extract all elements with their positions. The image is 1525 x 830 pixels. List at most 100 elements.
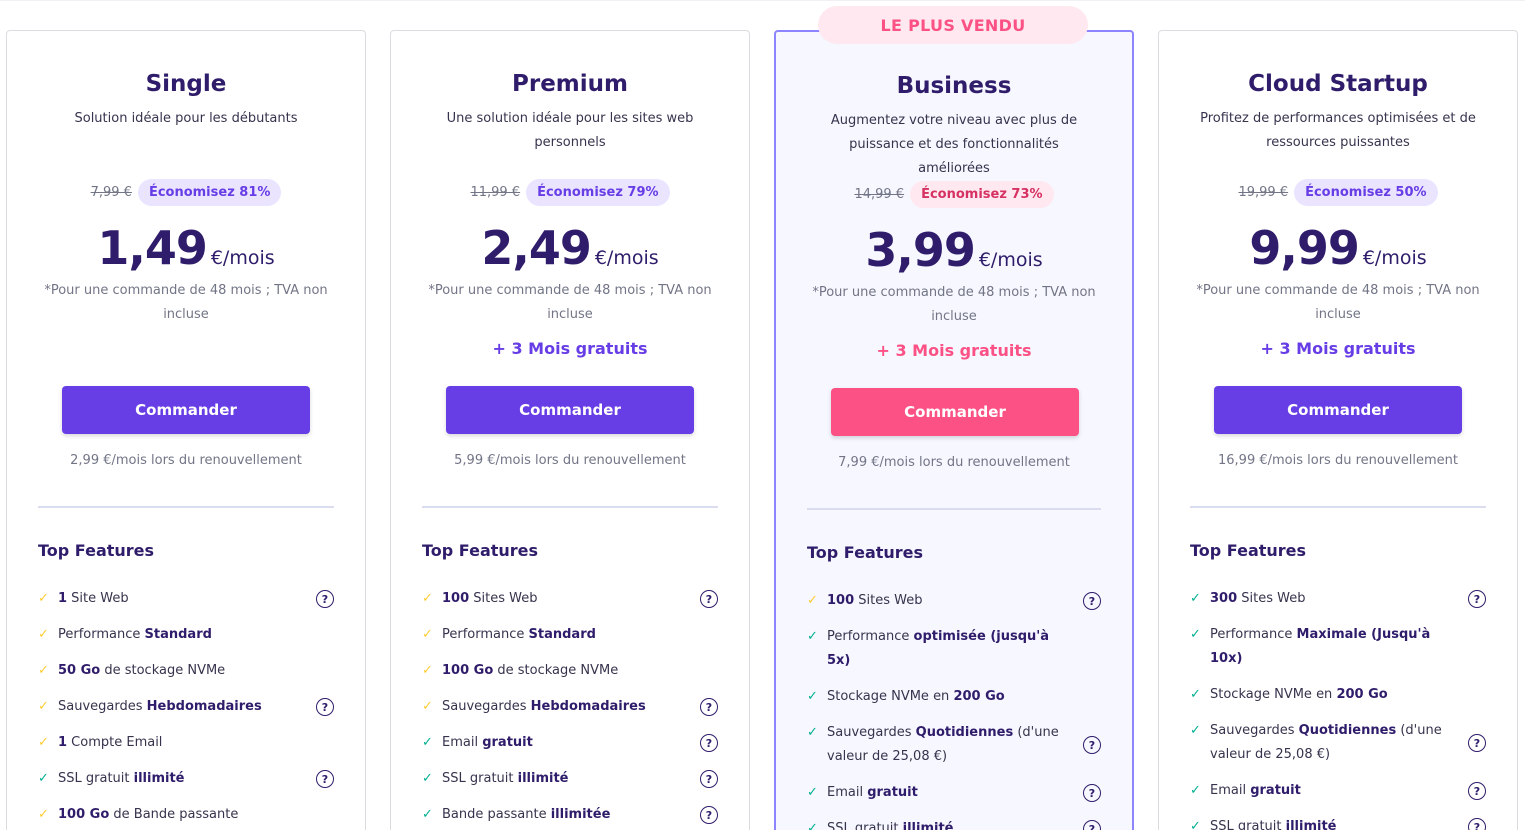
price-unit: €/mois — [978, 249, 1043, 271]
check-icon: ✓ — [1190, 627, 1201, 642]
feature-label: de stockage NVMe — [493, 663, 619, 678]
feature-text: Email gratuit — [442, 731, 533, 755]
feature-text: Email gratuit — [827, 781, 918, 805]
check-icon: ✓ — [1190, 783, 1201, 798]
plan-description: Augmentez votre niveau avec plus de puis… — [830, 113, 1078, 176]
feature-item: ✓ Sauvegardes Hebdomadaires? — [38, 695, 334, 719]
price-unit: €/mois — [594, 247, 659, 269]
feature-text: 1 Compte Email — [58, 731, 162, 755]
help-icon[interactable]: ? — [1083, 736, 1101, 754]
plan-title: Cloud Startup — [1248, 71, 1428, 97]
savings-badge: Économisez 73% — [910, 181, 1054, 208]
help-icon[interactable]: ? — [1083, 820, 1101, 830]
feature-highlight: gratuit — [867, 785, 918, 800]
help-icon[interactable]: ? — [1468, 590, 1486, 608]
help-icon[interactable]: ? — [700, 590, 718, 608]
feature-text: Stockage NVMe en 200 Go — [827, 685, 1005, 709]
check-icon: ✓ — [807, 629, 818, 644]
feature-label: Sauvegardes — [1210, 723, 1299, 738]
check-icon: ✓ — [38, 627, 49, 642]
feature-label: Sites Web — [854, 593, 923, 608]
feature-item: ✓ Stockage NVMe en 200 Go — [807, 685, 1101, 709]
feature-highlight: gratuit — [1250, 783, 1301, 798]
feature-text: 1 Site Web — [58, 587, 129, 611]
old-price: 7,99 € — [90, 185, 132, 200]
feature-text: Performance Maximale (Jusqu'à 10x) — [1210, 623, 1446, 671]
plan-description: Profitez de performances optimisées et d… — [1200, 111, 1476, 150]
feature-label: Site Web — [67, 591, 129, 606]
price-comparison: 19,99 € Économisez 50% — [1159, 179, 1517, 206]
feature-item: ✓ 50 Go de stockage NVMe — [38, 659, 334, 683]
feature-text: Sauvegardes Hebdomadaires — [58, 695, 262, 719]
help-icon[interactable]: ? — [700, 770, 718, 788]
feature-label: Sites Web — [1237, 591, 1306, 606]
price-amount: 3,99 — [865, 223, 975, 277]
check-icon: ✓ — [807, 689, 818, 704]
plan-description: Une solution idéale pour les sites web p… — [446, 111, 694, 150]
help-icon[interactable]: ? — [316, 698, 334, 716]
feature-item: ✓ Email gratuit? — [422, 731, 718, 755]
price-note: *Pour une commande de 48 mois ; TVA non … — [1196, 283, 1480, 322]
help-icon[interactable]: ? — [1468, 734, 1486, 752]
feature-item: ✓ Performance Standard — [38, 623, 334, 647]
feature-label: Sites Web — [469, 591, 538, 606]
help-icon[interactable]: ? — [1083, 592, 1101, 610]
check-icon: ✓ — [1190, 591, 1201, 606]
features-heading: Top Features — [1190, 541, 1307, 560]
help-icon[interactable]: ? — [316, 770, 334, 788]
feature-item: ✓ SSL gratuit illimité? — [807, 817, 1101, 830]
feature-item: ✓ SSL gratuit illimité? — [1190, 815, 1486, 830]
feature-item: ✓ Performance Maximale (Jusqu'à 10x) — [1190, 623, 1486, 671]
check-icon: ✓ — [422, 771, 433, 786]
feature-highlight: 1 — [58, 735, 68, 750]
price: 9,99 €/mois — [1159, 221, 1517, 275]
help-icon[interactable]: ? — [1468, 818, 1486, 830]
feature-highlight: 100 — [827, 593, 855, 608]
feature-highlight: Quotidiennes — [1298, 723, 1397, 738]
help-icon[interactable]: ? — [700, 734, 718, 752]
price-note: *Pour une commande de 48 mois ; TVA non … — [44, 283, 328, 322]
feature-text: Stockage NVMe en 200 Go — [1210, 683, 1388, 707]
feature-highlight: 300 — [1210, 591, 1238, 606]
feature-text: Performance optimisée (jusqu'à 5x) — [827, 625, 1061, 673]
order-button[interactable]: Commander — [1214, 386, 1462, 434]
help-icon[interactable]: ? — [1083, 784, 1101, 802]
check-icon: ✓ — [807, 821, 818, 830]
help-icon[interactable]: ? — [1468, 782, 1486, 800]
order-button[interactable]: Commander — [446, 386, 694, 434]
feature-label: de stockage NVMe — [100, 663, 226, 678]
feature-highlight: Hebdomadaires — [530, 699, 646, 714]
old-price: 14,99 € — [854, 187, 905, 202]
feature-highlight: Hebdomadaires — [146, 699, 262, 714]
feature-item: ✓ SSL gratuit illimité? — [38, 767, 334, 791]
check-icon: ✓ — [1190, 687, 1201, 702]
feature-list: ✓ 300 Sites Web? ✓ Performance Maximale (Ju… — [1190, 587, 1486, 830]
top-divider — [0, 0, 1525, 1]
order-button[interactable]: Commander — [831, 388, 1079, 436]
help-icon[interactable]: ? — [700, 806, 718, 824]
price-note: *Pour une commande de 48 mois ; TVA non … — [428, 283, 712, 322]
price-note: *Pour une commande de 48 mois ; TVA non … — [812, 285, 1096, 324]
help-icon[interactable]: ? — [700, 698, 718, 716]
help-icon[interactable]: ? — [316, 590, 334, 608]
feature-highlight: 200 Go — [1336, 687, 1388, 702]
plan-title: Single — [145, 71, 227, 97]
check-icon: ✓ — [1190, 819, 1201, 830]
feature-text: 100 Go de Bande passante — [58, 803, 238, 827]
order-button[interactable]: Commander — [62, 386, 310, 434]
check-icon: ✓ — [38, 771, 49, 786]
feature-item: ✓ 100 Go de Bande passante — [38, 803, 334, 827]
feature-text: 50 Go de stockage NVMe — [58, 659, 225, 683]
savings-badge: Économisez 81% — [137, 179, 282, 206]
feature-label: Performance — [442, 627, 529, 642]
price-comparison: 11,99 € Économisez 79% — [391, 179, 749, 206]
feature-label: Performance — [827, 629, 914, 644]
old-price: 11,99 € — [470, 185, 521, 200]
plan-card-cloud-startup: Cloud Startup Profitez de performances o… — [1158, 30, 1518, 830]
check-icon: ✓ — [422, 735, 433, 750]
price-comparison: 14,99 € Économisez 73% — [776, 181, 1132, 208]
feature-text: Sauvegardes Hebdomadaires — [442, 695, 646, 719]
price-amount: 9,99 — [1249, 221, 1359, 275]
check-icon: ✓ — [38, 699, 49, 714]
feature-item: ✓ Sauvegardes Quotidiennes (d'une valeur … — [807, 721, 1101, 769]
